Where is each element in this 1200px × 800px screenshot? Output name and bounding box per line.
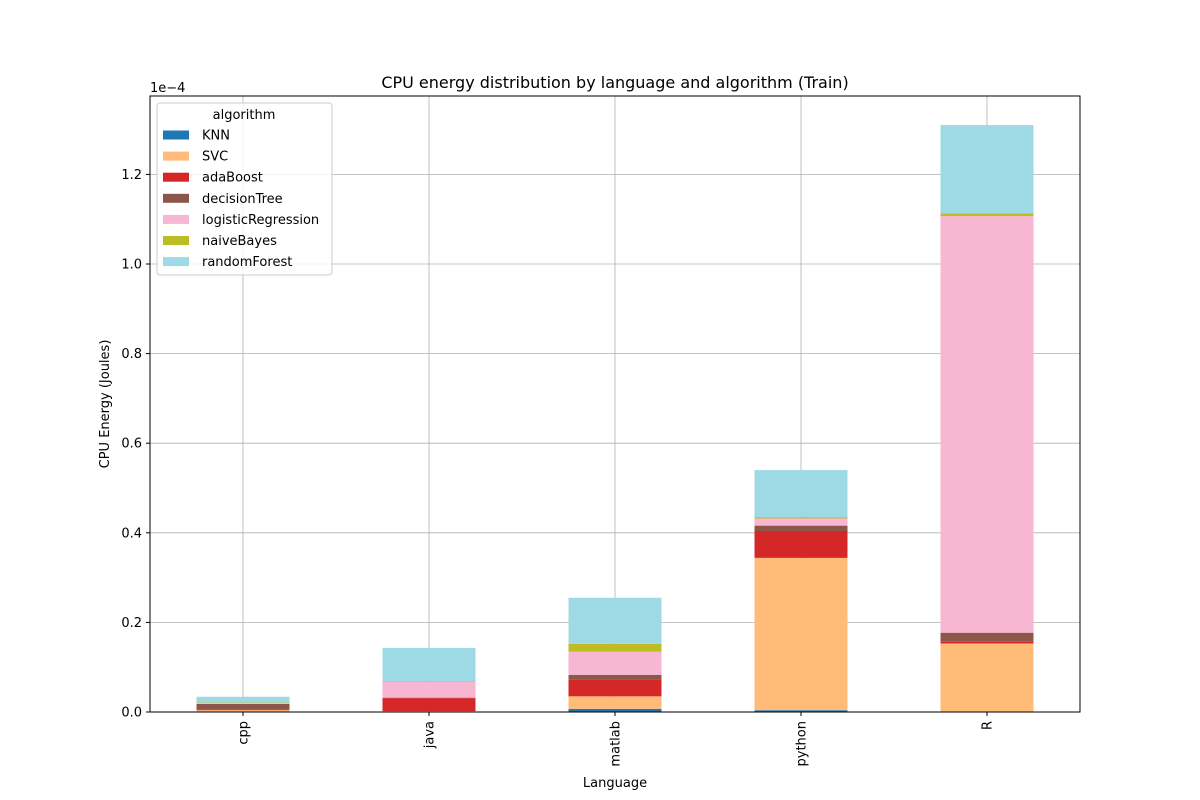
bars	[196, 125, 1034, 712]
legend-swatch-decisionTree	[163, 193, 189, 203]
x-tick-label: java	[423, 721, 438, 749]
legend-label: naiveBayes	[202, 234, 277, 249]
bar-logisticRegression-cpp	[196, 703, 290, 704]
bar-randomForest-python	[754, 470, 848, 518]
legend-swatch-randomForest	[163, 257, 189, 267]
legend-swatch-SVC	[163, 151, 189, 161]
x-tick-label: cpp	[237, 721, 252, 745]
legend-box	[156, 102, 333, 276]
bar-adaBoost-python	[754, 531, 848, 558]
bar-logisticRegression-python	[754, 518, 848, 526]
legend-swatch-adaBoost	[163, 172, 189, 182]
y-tick-label: 0.0	[121, 706, 142, 721]
bar-adaBoost-matlab	[568, 679, 662, 697]
y-scale-label: 1e−4	[150, 81, 185, 96]
y-tick-label: 1.2	[121, 168, 142, 183]
legend-label: decisionTree	[202, 192, 283, 207]
legend-swatch-KNN	[163, 130, 189, 140]
axis-ticks: 0.0 0.2 0.4 0.6 0.8 1.0 1.2 cpp java matlab python…	[121, 168, 995, 767]
legend-label: SVC	[202, 150, 228, 165]
bar-decisionTree-R	[940, 632, 1034, 642]
bar-logisticRegression-R	[940, 216, 1034, 633]
bar-SVC-matlab	[568, 696, 662, 709]
legend-label: KNN	[202, 129, 230, 144]
bar-adaBoost-R	[940, 641, 1034, 644]
bar-naiveBayes-R	[940, 213, 1034, 217]
x-tick-label: R	[981, 721, 996, 730]
bar-randomForest-cpp	[196, 696, 290, 703]
bar-KNN-matlab	[568, 708, 662, 712]
bar-SVC-python	[754, 557, 848, 711]
y-axis-label: CPU Energy (Joules)	[98, 340, 113, 469]
legend-label: logisticRegression	[202, 213, 319, 228]
y-tick-label: 1.0	[121, 258, 142, 273]
bar-SVC-R	[940, 643, 1034, 712]
x-axis-label: Language	[583, 776, 647, 791]
bar-adaBoost-java	[382, 698, 476, 712]
y-tick-label: 0.2	[121, 616, 142, 631]
legend: algorithm KNN SVC adaBoost decisionTree logi…	[156, 102, 333, 276]
chart-title: CPU energy distribution by language and …	[381, 73, 848, 92]
bar-logisticRegression-matlab	[568, 651, 662, 675]
bar-SVC-cpp	[196, 710, 290, 712]
y-tick-label: 0.8	[121, 347, 142, 362]
legend-label: randomForest	[202, 255, 292, 270]
bar-randomForest-matlab	[568, 597, 662, 644]
legend-swatch-naiveBayes	[163, 236, 189, 245]
bar-decisionTree-matlab	[568, 674, 662, 680]
plot-frame	[149, 95, 1081, 713]
legend-swatch-logisticRegression	[163, 214, 189, 224]
legend-title: algorithm	[213, 108, 276, 123]
bar-decisionTree-cpp	[196, 703, 290, 710]
bar-KNN-python	[754, 710, 848, 712]
y-tick-label: 0.6	[121, 437, 142, 452]
bar-naiveBayes-matlab	[568, 643, 662, 652]
legend-label: adaBoost	[202, 171, 263, 186]
bar-adaBoost-cpp	[196, 709, 290, 711]
x-tick-label: python	[795, 721, 810, 766]
bar-decisionTree-python	[754, 525, 848, 532]
bar-randomForest-R	[940, 125, 1034, 214]
bar-randomForest-java	[382, 647, 476, 682]
bar-logisticRegression-java	[382, 681, 476, 698]
y-tick-label: 0.4	[121, 526, 142, 541]
bar-naiveBayes-python	[754, 517, 848, 519]
x-tick-label: matlab	[609, 721, 624, 767]
